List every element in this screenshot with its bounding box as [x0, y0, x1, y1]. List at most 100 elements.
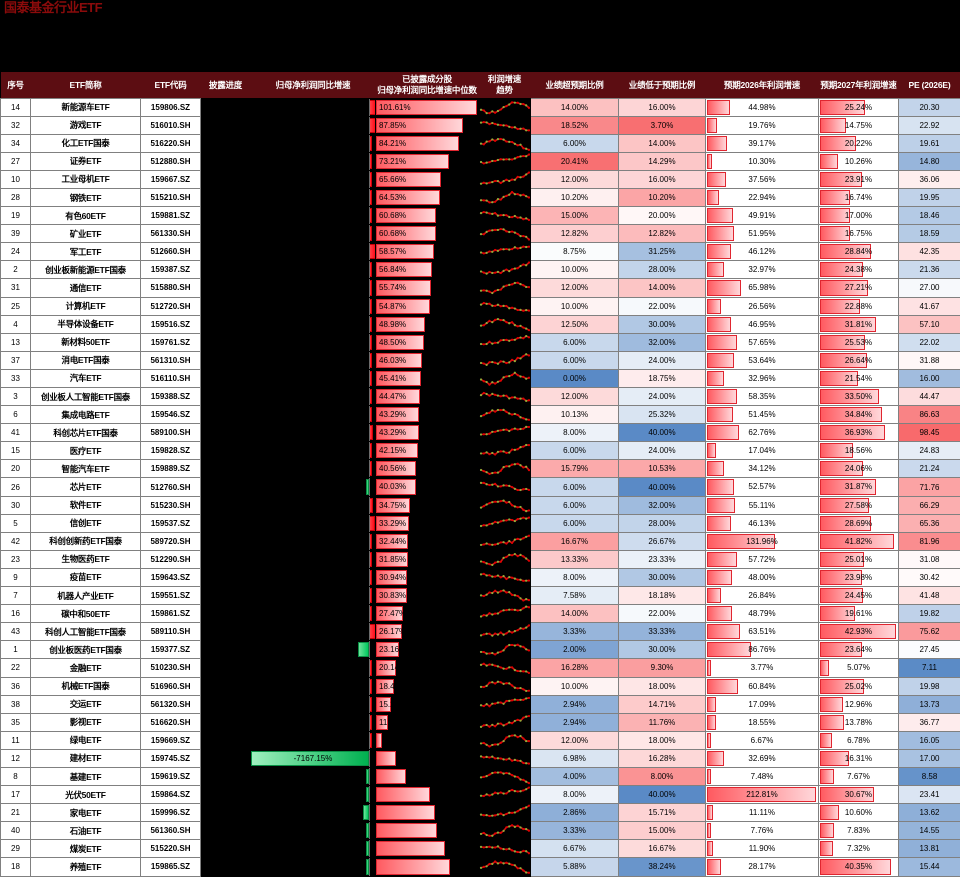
row-disclosure-progress [201, 297, 251, 315]
value-label: 57.72% [706, 551, 818, 568]
row-pe: 22.92 [899, 116, 960, 134]
col-header-miss[interactable]: 业绩低于预期比例 [619, 72, 706, 98]
value-label: 11.90% [706, 840, 818, 857]
col-header-pe[interactable]: PE (2026E) [899, 72, 960, 98]
row-pe: 7.11 [899, 659, 960, 677]
row-growth-2027: 7.32% [819, 840, 899, 858]
row-seq: 24 [1, 243, 31, 261]
row-etf-code: 512660.SH [141, 243, 201, 261]
row-trend-sparkline [479, 333, 531, 351]
row-disclosure-progress [201, 749, 251, 767]
row-etf-name: 基建ETF [31, 767, 141, 785]
row-seq: 1 [1, 641, 31, 659]
row-etf-code: 516620.SH [141, 713, 201, 731]
row-trend-sparkline [479, 550, 531, 568]
row-growth-2026: 46.13% [706, 514, 819, 532]
row-pe: 86.63 [899, 406, 960, 424]
row-etf-name: 生物医药ETF [31, 550, 141, 568]
row-disclosure-progress [201, 695, 251, 713]
row-growth-2027: 40.35% [819, 858, 899, 876]
row-growth-2026: 51.95% [706, 225, 819, 243]
sparkline-chart [479, 732, 531, 749]
col-header-median[interactable]: 已披露成分股 归母净利润同比增速中位数 [376, 72, 479, 98]
row-median-growth [376, 840, 479, 858]
row-profit-growth-bar [251, 659, 376, 677]
median-bar [376, 769, 406, 784]
sparkline-chart [479, 370, 531, 387]
row-trend-sparkline [479, 695, 531, 713]
median-value: 18.42% [376, 678, 478, 695]
growth-axis-line [369, 714, 370, 731]
sparkline-chart [479, 678, 531, 695]
row-miss-ratio: 24.00% [619, 442, 706, 460]
row-beat-ratio: 6.00% [531, 478, 619, 496]
col-header-g2026[interactable]: 预期2026年利润增速 [706, 72, 819, 98]
growth-axis-line [369, 279, 370, 296]
row-etf-code: 515210.SH [141, 188, 201, 206]
row-disclosure-progress [201, 170, 251, 188]
col-header-growth[interactable]: 归母净利润同比增速 [251, 72, 376, 98]
row-pe: 19.98 [899, 677, 960, 695]
col-header-name[interactable]: ETF简称 [31, 72, 141, 98]
median-value: 48.50% [376, 334, 478, 351]
col-header-g2027[interactable]: 预期2027年利润增速 [819, 72, 899, 98]
row-etf-name: 新能源车ETF [31, 98, 141, 116]
row-disclosure-progress [201, 840, 251, 858]
value-label: 24.45% [819, 587, 898, 604]
col-header-trend[interactable]: 利润增速 趋势 [479, 72, 531, 98]
growth-axis-line [369, 388, 370, 405]
col-header-code[interactable]: ETF代码 [141, 72, 201, 98]
median-value: 43.29% [376, 406, 478, 423]
value-label: 57.65% [706, 334, 818, 351]
row-median-growth: 54.87% [376, 297, 479, 315]
col-header-beat[interactable]: 业绩超预期比例 [531, 72, 619, 98]
col-header-progress[interactable]: 披露进度 [201, 72, 251, 98]
row-growth-2027: 23.98% [819, 568, 899, 586]
col-header-seq[interactable]: 序号 [1, 72, 31, 98]
row-disclosure-progress [201, 460, 251, 478]
